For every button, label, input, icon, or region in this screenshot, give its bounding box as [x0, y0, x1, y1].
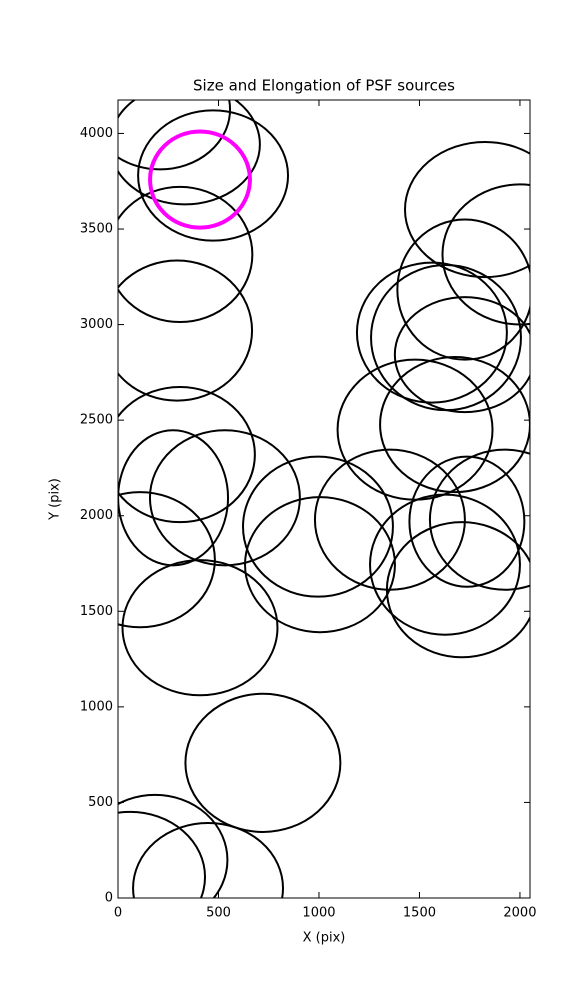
psf-ellipse [369, 493, 521, 636]
y-tick-label: 3500 [80, 222, 113, 237]
psf-ellipse [118, 386, 256, 524]
plot-area [118, 100, 530, 898]
y-tick-label: 3000 [80, 317, 113, 332]
psf-ellipse [132, 821, 284, 898]
psf-ellipse [118, 185, 254, 323]
psf-ellipse [118, 100, 232, 171]
chart-title: Size and Elongation of PSF sources [193, 77, 455, 95]
x-tick-label: 2000 [503, 906, 536, 921]
y-tick-label: 2500 [80, 413, 113, 428]
psf-ellipse [148, 429, 301, 567]
psf-ellipse [118, 100, 261, 206]
y-tick-label: 2000 [80, 508, 113, 523]
x-axis-label: X (pix) [303, 931, 346, 946]
psf-ellipse [118, 810, 206, 898]
y-tick-label: 0 [105, 891, 113, 906]
psf-ellipse [404, 140, 530, 279]
psf-ellipse [137, 109, 290, 242]
y-tick-label: 1000 [80, 699, 113, 714]
x-tick-label: 1000 [302, 906, 335, 921]
psf-ellipse [121, 559, 279, 697]
psf-ellipse [184, 692, 342, 833]
psf-ellipse [441, 183, 530, 326]
psf-ellipse [355, 261, 508, 404]
psf-ellipse [118, 429, 230, 567]
psf-ellipse [379, 356, 530, 494]
psf-ellipse [118, 793, 229, 898]
plot-frame [117, 99, 531, 899]
psf-ellipse [408, 455, 526, 588]
y-axis-label: Y (pix) [48, 478, 63, 521]
psf-ellipse [148, 129, 252, 230]
y-tick-label: 4000 [80, 126, 113, 141]
x-tick-label: 0 [114, 906, 122, 921]
x-tick-label: 500 [206, 906, 231, 921]
psf-ellipse [393, 296, 530, 414]
psf-ellipse [313, 448, 466, 591]
x-tick-label: 1500 [403, 906, 436, 921]
psf-ellipse [370, 264, 522, 412]
psf-ellipse [396, 218, 530, 361]
psf-ellipse [118, 259, 254, 402]
psf-ellipse [118, 491, 216, 629]
y-tick-label: 1500 [80, 604, 113, 619]
psf-ellipse [336, 358, 494, 501]
psf-ellipse [385, 521, 530, 659]
psf-ellipse [244, 496, 396, 634]
y-tick-label: 500 [88, 795, 113, 810]
psf-ellipse [428, 448, 530, 591]
psf-ellipse [242, 455, 394, 598]
